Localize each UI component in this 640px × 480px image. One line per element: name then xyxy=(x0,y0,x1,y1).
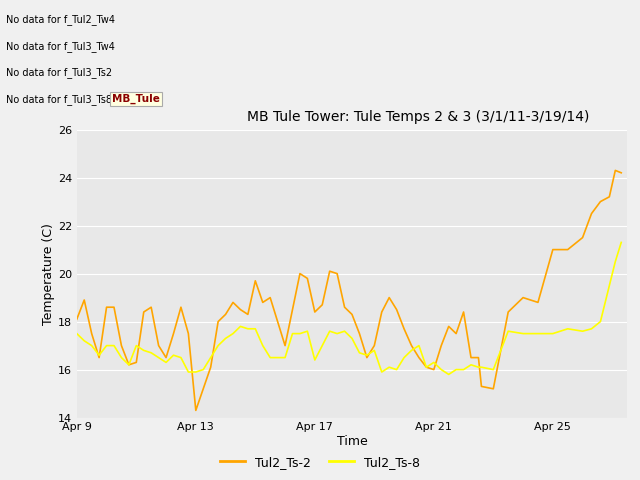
Legend: Tul2_Ts-2, Tul2_Ts-8: Tul2_Ts-2, Tul2_Ts-8 xyxy=(214,451,426,474)
X-axis label: Time: Time xyxy=(337,435,367,448)
Text: No data for f_Tul3_Ts8: No data for f_Tul3_Ts8 xyxy=(6,94,113,105)
Y-axis label: Temperature (C): Temperature (C) xyxy=(42,223,55,324)
Text: No data for f_Tul2_Tw4: No data for f_Tul2_Tw4 xyxy=(6,14,115,25)
Text: No data for f_Tul3_Ts2: No data for f_Tul3_Ts2 xyxy=(6,67,113,78)
Title: MB Tule Tower: Tule Temps 2 & 3 (3/1/11-3/19/14): MB Tule Tower: Tule Temps 2 & 3 (3/1/11-… xyxy=(247,110,589,124)
Text: MB_Tule: MB_Tule xyxy=(112,94,160,104)
Text: No data for f_Tul3_Tw4: No data for f_Tul3_Tw4 xyxy=(6,41,115,52)
